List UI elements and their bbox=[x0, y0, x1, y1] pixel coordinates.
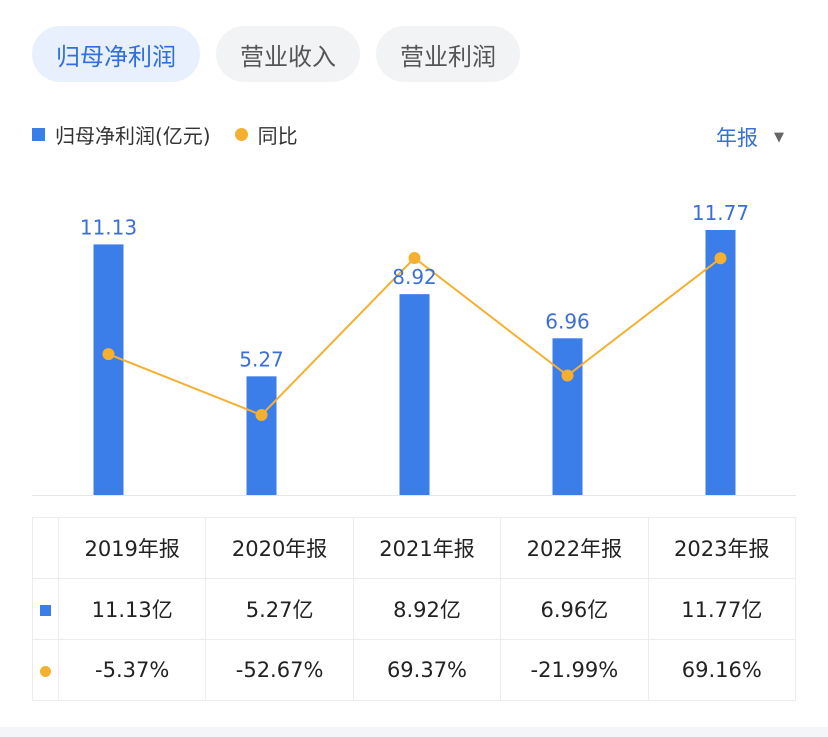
header-cell: 2020年报 bbox=[205, 517, 354, 579]
bar-legend-label: 归母净利润(亿元) bbox=[55, 124, 211, 148]
data-table: 2019年报 2020年报 2021年报 2022年报 2023年报 11.13… bbox=[32, 517, 797, 701]
tab-revenue[interactable]: 营业收入 bbox=[216, 26, 360, 82]
yoy-point bbox=[408, 252, 421, 264]
line-legend-marker bbox=[234, 128, 248, 141]
bar bbox=[399, 294, 430, 495]
profit-chart: 11.13 5.27 8.92 6.96 11.77 bbox=[32, 201, 796, 496]
period-label: 年报 bbox=[716, 126, 758, 150]
yoy-cell: 69.16% bbox=[647, 639, 797, 701]
header-cell: 2019年报 bbox=[57, 517, 207, 579]
yoy-point bbox=[561, 369, 574, 382]
header-corner bbox=[32, 517, 59, 579]
yoy-cell: -52.67% bbox=[205, 639, 354, 701]
header-cell: 2021年报 bbox=[352, 517, 502, 579]
table-header-row: 2019年报 2020年报 2021年报 2022年报 2023年报 bbox=[32, 517, 797, 579]
caret-down-icon: ▼ bbox=[774, 129, 784, 145]
yoy-point bbox=[102, 348, 115, 361]
bar bbox=[552, 338, 583, 495]
bar-legend-marker bbox=[32, 128, 45, 141]
bar-value-label: 11.13 bbox=[80, 215, 137, 239]
line-legend-label: 同比 bbox=[257, 124, 298, 148]
value-cell: 11.13亿 bbox=[57, 578, 207, 640]
yoy-cell: -21.99% bbox=[500, 639, 649, 701]
bar-value-label: 5.27 bbox=[239, 347, 284, 371]
line-row-marker bbox=[32, 639, 59, 701]
value-cell: 5.27亿 bbox=[205, 578, 354, 640]
tab-net-profit[interactable]: 归母净利润 bbox=[32, 26, 200, 82]
bar bbox=[93, 244, 124, 495]
bar-value-label: 11.77 bbox=[692, 201, 749, 225]
chart-legend: 归母净利润(亿元) 同比 bbox=[32, 120, 298, 149]
period-selector[interactable]: 年报 ▼ bbox=[716, 122, 784, 152]
bar-row-marker bbox=[32, 578, 59, 640]
value-cell: 6.96亿 bbox=[500, 578, 649, 640]
dot-marker-icon bbox=[40, 666, 51, 677]
tab-operating-profit[interactable]: 营业利润 bbox=[376, 26, 520, 82]
header-cell: 2022年报 bbox=[500, 517, 649, 579]
value-cell: 11.77亿 bbox=[647, 578, 797, 640]
square-marker-icon bbox=[40, 605, 51, 616]
table-row-yoy: -5.37% -52.67% 69.37% -21.99% 69.16% bbox=[32, 639, 797, 701]
table-row-value: 11.13亿 5.27亿 8.92亿 6.96亿 11.77亿 bbox=[32, 578, 797, 640]
bar bbox=[705, 230, 736, 495]
yoy-cell: 69.37% bbox=[352, 639, 502, 701]
bar-value-label: 8.92 bbox=[392, 265, 437, 289]
metric-tabs: 归母净利润 营业收入 营业利润 bbox=[32, 26, 520, 82]
yoy-cell: -5.37% bbox=[57, 639, 207, 701]
bar bbox=[246, 376, 277, 495]
yoy-point bbox=[714, 252, 727, 265]
bar-value-label: 6.96 bbox=[545, 309, 590, 333]
bottom-divider bbox=[0, 727, 828, 737]
yoy-point bbox=[255, 409, 268, 421]
value-cell: 8.92亿 bbox=[352, 578, 502, 640]
header-cell: 2023年报 bbox=[647, 517, 797, 579]
